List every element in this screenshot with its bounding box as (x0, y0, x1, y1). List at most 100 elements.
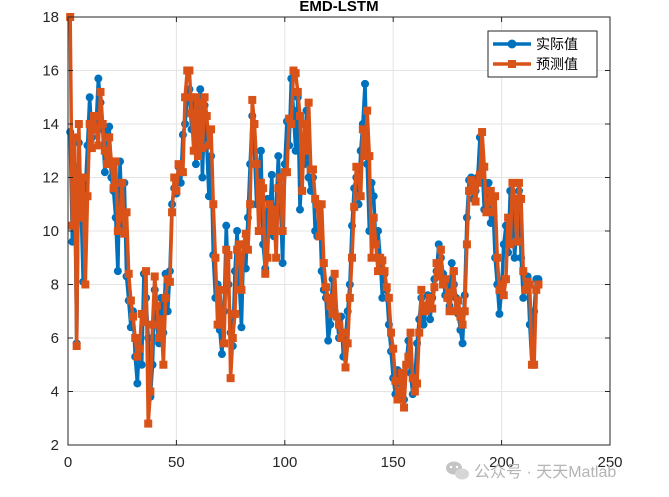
predicted-point (454, 296, 463, 305)
predicted-point (387, 328, 396, 337)
predicted-point (272, 253, 281, 262)
predicted-point (436, 245, 445, 254)
predicted-point (352, 162, 361, 171)
predicted-point (159, 360, 168, 369)
predicted-point (330, 269, 339, 278)
actual-point (100, 168, 109, 177)
predicted-point (239, 240, 248, 249)
actual-point (378, 293, 387, 302)
predicted-point (202, 111, 211, 120)
predicted-point (235, 240, 244, 249)
predicted-point (497, 280, 506, 289)
predicted-point (215, 285, 224, 294)
predicted-point (430, 283, 439, 292)
predicted-point (478, 128, 487, 137)
predicted-point (278, 227, 287, 235)
predicted-point (465, 186, 474, 195)
predicted-point (452, 307, 461, 316)
predicted-point (274, 184, 283, 193)
predicted-point (456, 312, 465, 321)
predicted-point (198, 144, 207, 153)
predicted-point (406, 328, 415, 337)
predicted-point (291, 69, 300, 78)
predicted-point (350, 202, 359, 211)
predicted-point (105, 133, 114, 142)
actual-point (137, 360, 146, 369)
actual-point (217, 350, 226, 359)
x-tick-label: 0 (64, 454, 72, 471)
actual-point (133, 379, 142, 388)
predicted-point (172, 186, 181, 195)
predicted-point (335, 320, 343, 329)
predicted-point (302, 146, 311, 155)
predicted-point (263, 253, 272, 262)
predicted-point (382, 283, 391, 292)
predicted-point (345, 293, 354, 302)
predicted-point (228, 334, 237, 342)
predicted-point (246, 200, 255, 209)
predicted-point (217, 312, 226, 321)
legend-marker-predicted (508, 60, 516, 68)
predicted-point (120, 229, 129, 238)
predicted-point (410, 387, 419, 396)
y-tick-label: 8 (51, 277, 59, 294)
predicted-point (224, 251, 233, 260)
actual-point (196, 85, 205, 94)
actual-point (278, 259, 287, 268)
predicted-point (488, 208, 497, 217)
watermark-text: 公众号 · 天天Matlab (474, 463, 616, 481)
predicted-point (87, 144, 96, 153)
predicted-point (300, 120, 309, 128)
predicted-point (124, 269, 133, 278)
predicted-point (337, 334, 346, 342)
x-tick-label: 50 (168, 454, 185, 471)
predicted-point (475, 170, 484, 179)
predicted-point (365, 152, 374, 161)
predicted-point (213, 320, 222, 329)
actual-point (94, 74, 103, 83)
watermark: 公众号 · 天天Matlab (446, 461, 616, 481)
predicted-point (295, 111, 304, 120)
legend-label-predicted: 预测值 (536, 56, 578, 72)
predicted-point (328, 309, 337, 318)
x-tick-label: 100 (272, 454, 297, 471)
predicted-point (447, 288, 456, 297)
predicted-point (413, 379, 422, 388)
predicted-point (155, 334, 164, 342)
predicted-point (259, 184, 268, 193)
actual-point (419, 320, 428, 329)
predicted-point (332, 312, 341, 321)
predicted-point (126, 296, 135, 305)
predicted-point (100, 146, 109, 155)
legend: 实际值 预测值 (487, 30, 598, 78)
predicted-point (458, 320, 467, 329)
predicted-point (256, 178, 265, 187)
predicted-point (402, 360, 411, 369)
predicted-point (397, 368, 406, 377)
predicted-point (248, 95, 257, 104)
predicted-point (241, 229, 250, 238)
predicted-point (68, 221, 77, 230)
y-tick-label: 4 (51, 384, 59, 401)
predicted-point (282, 168, 291, 177)
predicted-point (443, 293, 452, 302)
x-tick-label: 250 (597, 454, 622, 471)
actual-point (326, 320, 335, 329)
predicted-point (400, 403, 409, 412)
actual-point (274, 152, 283, 161)
predicted-point (146, 387, 155, 396)
predicted-point (324, 293, 333, 302)
predicted-point (220, 339, 229, 348)
predicted-point (85, 120, 94, 128)
predicted-point (254, 227, 263, 235)
predicted-point (269, 205, 278, 214)
y-tick-label: 14 (42, 116, 59, 133)
actual-point (198, 173, 207, 182)
predicted-point (204, 141, 213, 150)
actual-point (85, 93, 94, 102)
predicted-point (109, 184, 118, 193)
predicted-point (491, 192, 500, 201)
predicted-point (211, 253, 220, 262)
predicted-point (135, 344, 144, 353)
